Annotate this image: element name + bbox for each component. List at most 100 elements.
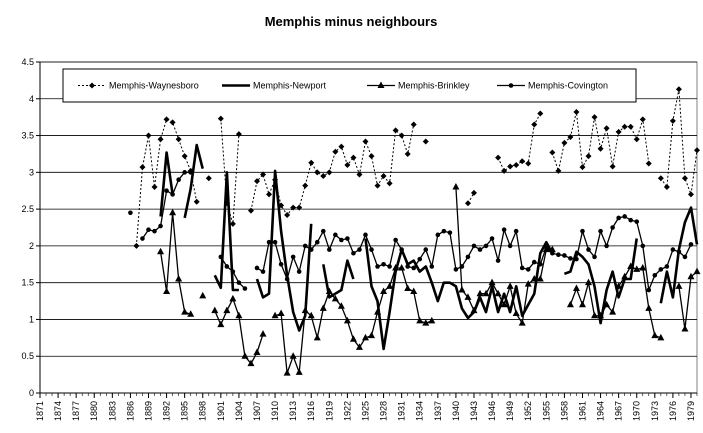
legend-box xyxy=(62,68,637,103)
x-tick-label: 1958 xyxy=(559,401,569,421)
axes: 0 0.5 1 1.5 2 2.5 3 3.5 4 4.5 1871 1874 1877 1880 1883… xyxy=(21,57,698,421)
x-tick-label: 1895 xyxy=(180,401,190,421)
x-tick-label: 1931 xyxy=(397,401,407,421)
y-tick-label: 3 xyxy=(29,167,34,177)
data-point-triangle xyxy=(693,267,701,275)
data-point-circle xyxy=(278,261,284,267)
data-point-triangle xyxy=(591,311,599,319)
data-point-triangle xyxy=(645,304,653,311)
data-point-circle xyxy=(254,265,260,271)
data-point-diamond xyxy=(356,171,363,178)
data-point-diamond xyxy=(217,115,224,122)
data-point-diamond xyxy=(380,173,387,180)
data-point-diamond xyxy=(603,125,610,132)
data-point-circle xyxy=(164,188,169,194)
series-layer xyxy=(128,86,701,376)
x-tick-label: 1889 xyxy=(143,401,153,421)
data-point-triangle xyxy=(259,330,267,337)
data-point-circle xyxy=(405,264,410,269)
data-point-circle xyxy=(302,243,308,249)
series-line xyxy=(551,111,650,172)
y-tick-label: 1 xyxy=(29,314,34,324)
series-memphis-brinkley xyxy=(157,183,701,376)
data-point-triangle xyxy=(566,300,574,308)
y-tick-label: 0 xyxy=(29,388,34,398)
data-point-triangle xyxy=(392,263,400,271)
data-point-circle xyxy=(495,258,501,263)
data-point-circle xyxy=(459,264,465,269)
data-point-triangle xyxy=(368,331,376,339)
data-point-triangle xyxy=(398,263,406,271)
data-point-circle xyxy=(508,83,514,88)
data-point-diamond xyxy=(675,86,682,93)
series-line xyxy=(159,151,174,217)
data-point-triangle xyxy=(241,352,249,359)
data-point-circle xyxy=(266,239,272,245)
data-point-triangle xyxy=(633,265,641,272)
data-point-triangle xyxy=(187,310,195,317)
data-point-diamond xyxy=(89,82,95,89)
data-point-triangle xyxy=(651,331,659,339)
data-point-circle xyxy=(290,254,296,260)
data-point-circle xyxy=(170,192,175,197)
data-point-diamond xyxy=(669,117,676,124)
data-point-diamond xyxy=(260,171,267,178)
data-point-diamond xyxy=(332,148,339,155)
data-point-triangle xyxy=(163,287,171,294)
data-point-circle xyxy=(333,232,338,238)
x-tick-label: 1907 xyxy=(252,401,262,421)
x-tick-label: 1877 xyxy=(71,401,81,421)
series-line xyxy=(183,143,204,219)
data-point-triangle xyxy=(337,302,345,309)
data-point-circle xyxy=(369,247,374,252)
data-point-triangle xyxy=(585,278,593,286)
data-point-triangle xyxy=(343,316,351,324)
data-point-circle xyxy=(176,177,181,182)
x-tick-label: 1904 xyxy=(234,401,244,421)
series-memphis-newport xyxy=(159,143,699,351)
data-point-circle xyxy=(550,250,555,256)
data-point-triangle xyxy=(657,333,665,341)
data-point-diamond xyxy=(392,127,399,134)
data-point-circle xyxy=(525,267,531,272)
data-point-circle xyxy=(339,237,344,243)
data-point-circle xyxy=(634,219,640,224)
x-tick-label: 1901 xyxy=(216,401,226,421)
data-point-circle xyxy=(586,247,591,252)
data-point-diamond xyxy=(229,220,236,227)
data-point-triangle xyxy=(404,284,412,292)
data-point-circle xyxy=(152,228,157,234)
x-tick-label: 1940 xyxy=(451,401,461,421)
data-point-circle xyxy=(242,286,248,291)
data-point-triangle xyxy=(253,348,261,356)
legend-entry: Memphis-Waynesboro xyxy=(78,81,199,91)
data-point-triangle xyxy=(181,308,189,315)
data-point-diamond xyxy=(169,119,176,126)
y-tick-label: 3.5 xyxy=(21,131,34,141)
x-tick-label: 1925 xyxy=(360,401,370,421)
data-point-diamond xyxy=(657,175,664,182)
data-point-diamond xyxy=(284,211,291,218)
series-line xyxy=(255,169,313,332)
x-tick-label: 1964 xyxy=(596,401,606,421)
data-point-triangle xyxy=(217,320,225,328)
x-tick-label: 1874 xyxy=(53,401,63,421)
data-point-diamond xyxy=(591,114,598,121)
data-point-triangle xyxy=(512,309,520,317)
data-point-triangle xyxy=(506,282,514,289)
data-point-circle xyxy=(399,247,404,252)
data-point-circle xyxy=(224,264,230,269)
data-point-diamond xyxy=(145,132,152,139)
data-point-diamond xyxy=(410,121,417,128)
data-point-triangle xyxy=(319,304,327,311)
data-point-circle xyxy=(471,243,477,249)
data-point-triangle xyxy=(428,316,436,324)
x-tick-label: 1970 xyxy=(632,401,642,421)
data-point-diamond xyxy=(464,200,471,207)
data-point-diamond xyxy=(326,169,333,176)
data-point-circle xyxy=(128,210,133,216)
data-point-diamond xyxy=(350,154,357,161)
data-point-diamond xyxy=(573,109,580,116)
data-point-triangle xyxy=(307,311,315,319)
